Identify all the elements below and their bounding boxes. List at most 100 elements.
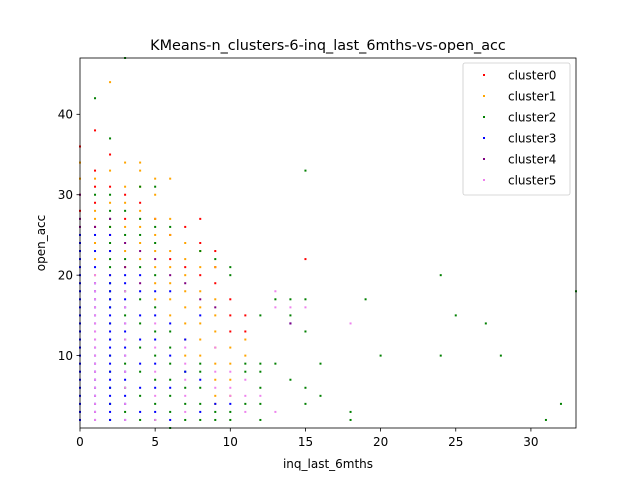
cluster4-point: [184, 282, 187, 285]
legend-box: [462, 62, 571, 196]
cluster2-point: [229, 418, 232, 421]
cluster3-point: [124, 346, 127, 349]
cluster4-point: [124, 242, 127, 244]
cluster5-point: [94, 330, 97, 333]
cluster1-point: [169, 266, 172, 269]
cluster3-point: [124, 394, 127, 397]
cluster1-point: [184, 242, 187, 244]
cluster3-point: [124, 378, 127, 381]
cluster2-point: [319, 362, 322, 365]
cluster2-point: [274, 298, 277, 301]
cluster0-point: [124, 193, 127, 196]
cluster3-point: [109, 298, 112, 301]
cluster1-point: [124, 250, 127, 253]
cluster1-point: [139, 209, 142, 212]
cluster5-point: [184, 394, 187, 397]
cluster2-point: [304, 386, 307, 389]
cluster2-point: [139, 266, 142, 269]
cluster0-point: [244, 330, 247, 333]
cluster3-point: [184, 338, 187, 341]
cluster1-point: [184, 258, 187, 261]
cluster2-point: [244, 370, 247, 373]
cluster0-point: [229, 330, 232, 333]
cluster1-point: [169, 233, 172, 236]
legend-marker: [483, 137, 485, 139]
cluster3-point: [109, 402, 112, 405]
cluster2-point: [124, 314, 127, 317]
cluster2-point: [124, 209, 127, 212]
cluster1-point: [169, 177, 172, 180]
cluster1-point: [109, 169, 112, 172]
cluster2-point: [349, 410, 352, 413]
cluster5-point: [349, 322, 352, 325]
cluster3-point: [214, 402, 217, 405]
cluster1-point: [169, 250, 172, 253]
cluster4-point: [94, 225, 97, 228]
cluster2-point: [319, 394, 322, 397]
cluster2-point: [109, 137, 112, 140]
cluster3-point: [109, 306, 112, 309]
cluster0-point: [94, 169, 97, 172]
cluster2-point: [484, 322, 487, 325]
cluster3-point: [94, 250, 97, 253]
cluster3-point: [124, 282, 127, 285]
cluster2-point: [124, 410, 127, 413]
cluster1-point: [154, 266, 157, 269]
cluster5-point: [184, 346, 187, 349]
cluster1-point: [184, 354, 187, 357]
y-tick-label: 40: [58, 108, 73, 122]
cluster1-point: [94, 242, 97, 244]
cluster5-point: [289, 306, 292, 309]
cluster2-point: [214, 258, 217, 261]
cluster2-point: [124, 233, 127, 236]
cluster1-point: [214, 394, 217, 397]
cluster1-point: [199, 322, 202, 325]
cluster3-point: [169, 290, 172, 293]
cluster1-point: [94, 258, 97, 261]
cluster2-point: [199, 418, 202, 421]
cluster2-point: [289, 378, 292, 381]
cluster0-point: [109, 185, 112, 188]
cluster2-point: [169, 362, 172, 365]
cluster5-point: [124, 306, 127, 309]
legend-marker: [483, 74, 485, 76]
cluster2-point: [244, 362, 247, 365]
cluster3-point: [139, 314, 142, 317]
cluster1-point: [184, 306, 187, 309]
legend-marker: [483, 116, 485, 118]
cluster1-point: [169, 298, 172, 301]
cluster2-point: [304, 169, 307, 172]
cluster3-point: [124, 330, 127, 333]
cluster1-point: [154, 193, 157, 196]
cluster2-point: [499, 354, 502, 357]
cluster1-point: [214, 314, 217, 317]
cluster2-point: [274, 362, 277, 365]
cluster2-point: [199, 370, 202, 373]
cluster3-point: [139, 274, 142, 277]
cluster3-point: [109, 338, 112, 341]
cluster1-point: [124, 161, 127, 164]
cluster1-point: [139, 242, 142, 244]
chart-title: KMeans-n_clusters-6-inq_last_6mths-vs-op…: [150, 38, 506, 54]
cluster2-point: [184, 386, 187, 389]
cluster3-point: [109, 394, 112, 397]
cluster2-point: [169, 394, 172, 397]
legend: cluster0 cluster1 cluster2 cluster3 cluster4…: [462, 62, 571, 196]
x-tick-label: 25: [448, 435, 463, 449]
cluster0-point: [214, 250, 217, 253]
cluster2-point: [169, 225, 172, 228]
cluster2-point: [139, 370, 142, 373]
cluster1-point: [184, 274, 187, 277]
cluster3-point: [154, 314, 157, 317]
cluster5-point: [214, 370, 217, 373]
cluster5-point: [154, 418, 157, 421]
cluster1-point: [94, 209, 97, 212]
cluster3-point: [94, 266, 97, 269]
cluster1-point: [214, 378, 217, 381]
cluster1-point: [244, 354, 247, 357]
cluster0-point: [184, 225, 187, 228]
cluster3-point: [109, 410, 112, 413]
plot-frame: [79, 57, 577, 429]
cluster1-point: [154, 298, 157, 301]
cluster2-point: [289, 298, 292, 301]
